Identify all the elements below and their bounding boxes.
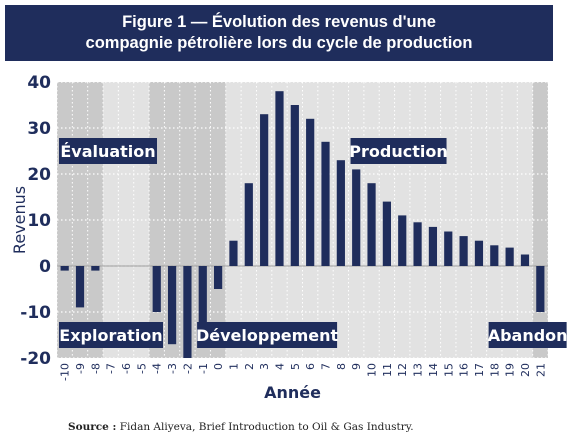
bars: [60, 91, 545, 358]
x-tick-label: -9: [74, 363, 87, 374]
bar-18: [490, 245, 499, 266]
phase-label-box: [59, 138, 157, 164]
source-label: Source :: [68, 421, 117, 433]
phase-label-dveloppement: Développement: [196, 322, 339, 348]
x-tick-label: 9: [350, 363, 363, 370]
x-tick-label: -4: [151, 363, 164, 374]
bar-2: [244, 183, 253, 266]
x-tick-label: -7: [105, 363, 118, 374]
phase-label-text: Exploration: [59, 326, 162, 345]
x-tick-label: 6: [304, 363, 317, 370]
x-tick-label: 0: [212, 363, 225, 370]
y-tick-label: -10: [20, 303, 51, 323]
bar-10: [367, 183, 376, 266]
phase-label-box: [59, 322, 163, 348]
bar-16: [459, 236, 468, 266]
x-tick-label: -1: [197, 363, 210, 374]
title-line-2: compagnie pétrolière lors du cycle de pr…: [85, 34, 473, 52]
x-tick-label: 18: [488, 363, 501, 377]
x-tick-label: 3: [258, 363, 271, 370]
bar-4: [275, 91, 284, 266]
x-tick-label: -10: [59, 363, 72, 381]
bar-5: [290, 105, 299, 266]
y-tick-label: -20: [20, 349, 51, 369]
bar-8: [336, 160, 345, 266]
bar-6: [306, 118, 315, 266]
x-tick-label: -6: [120, 363, 133, 374]
y-tick-label: 20: [27, 165, 51, 185]
x-tick-label: -5: [135, 363, 148, 374]
x-tick-label: 2: [243, 363, 256, 370]
phase-label-text: Abandon: [488, 326, 568, 345]
x-tick-label: 7: [320, 363, 333, 370]
bar-7: [321, 141, 330, 266]
figure-title: Figure 1 — Évolution des revenus d'une c…: [5, 5, 553, 61]
source-text: Fidan Aliyeva, Brief Introduction to Oil…: [119, 421, 414, 433]
x-tick-label: 4: [273, 363, 286, 370]
y-axis-label: Revenus: [10, 186, 29, 254]
phase-label-box: [488, 322, 567, 348]
y-tick-label: 0: [39, 257, 51, 277]
bar-12: [398, 215, 407, 266]
x-tick-label: 1: [227, 363, 240, 370]
bar--4: [152, 266, 161, 312]
y-axis: -20 -10 0 10 20 30 40 Revenus: [10, 73, 51, 369]
bar-1: [229, 240, 238, 266]
bar--9: [75, 266, 85, 308]
x-tick-label: 20: [519, 363, 532, 377]
x-tick-label: 17: [473, 363, 486, 377]
bar-9: [352, 169, 361, 266]
x-tick-label: 8: [335, 363, 348, 370]
phase-label-abandon: Abandon: [488, 322, 568, 348]
bar-0: [214, 266, 223, 289]
y-tick-label: 30: [27, 119, 51, 139]
phase-label-exploration: Exploration: [59, 322, 163, 348]
x-tick-label: 15: [442, 363, 455, 377]
y-tick-label: 40: [27, 73, 51, 93]
title-line-1: Figure 1 — Évolution des revenus d'une: [122, 13, 436, 31]
x-tick-label: 21: [534, 363, 547, 377]
bar-21: [536, 266, 545, 312]
phase-label-box: [350, 138, 447, 164]
bar--8: [91, 266, 100, 271]
bar-19: [505, 247, 514, 266]
phase-label-text: Évaluation: [60, 142, 155, 161]
x-tick-label: 14: [427, 363, 440, 377]
x-tick-label: 19: [504, 363, 517, 377]
x-tick-label: 5: [289, 363, 302, 370]
x-tick-label: 11: [381, 363, 394, 377]
phase-label-production: Production: [349, 138, 448, 164]
bar-20: [520, 254, 530, 266]
x-tick-label: 13: [412, 363, 425, 377]
phase-label-text: Développement: [196, 326, 339, 345]
x-tick-label: -3: [166, 363, 179, 374]
phase-labels: Exploration Évaluation Développement Produc…: [59, 138, 568, 348]
x-tick-label: -2: [181, 363, 194, 374]
x-tick-label: 12: [396, 363, 409, 377]
x-axis-label: Année: [264, 383, 321, 402]
bar--3: [167, 266, 177, 345]
x-tick-label: 10: [366, 363, 379, 377]
source-note: Source : Fidan Aliyeva, Brief Introducti…: [68, 421, 414, 433]
bar--10: [60, 266, 69, 271]
phase-label-box: [197, 322, 338, 348]
y-tick-label: 10: [27, 211, 51, 231]
bar-3: [260, 114, 269, 266]
phase-label-text: Production: [349, 142, 447, 161]
bar-13: [413, 222, 422, 266]
bar-11: [382, 201, 391, 266]
phase-band-0: [57, 82, 104, 358]
bar--1: [198, 266, 207, 345]
chart-area: -20 -10 0 10 20 30 40 Revenus -10 -9 -8 -7 -6 -5 -4 -3…: [0, 62, 575, 412]
bar-15: [444, 231, 453, 266]
x-axis: -10 -9 -8 -7 -6 -5 -4 -3 -2 -1 0 1 2 3 4 5 6 7 8 9 10 11 12 13 1…: [59, 363, 548, 402]
x-tick-label: -8: [89, 363, 102, 374]
phase-label-valuation: Évaluation: [59, 138, 157, 164]
bar--2: [183, 266, 192, 358]
x-tick-label: 16: [458, 363, 471, 377]
bar-17: [474, 240, 484, 266]
bar-14: [428, 226, 438, 266]
